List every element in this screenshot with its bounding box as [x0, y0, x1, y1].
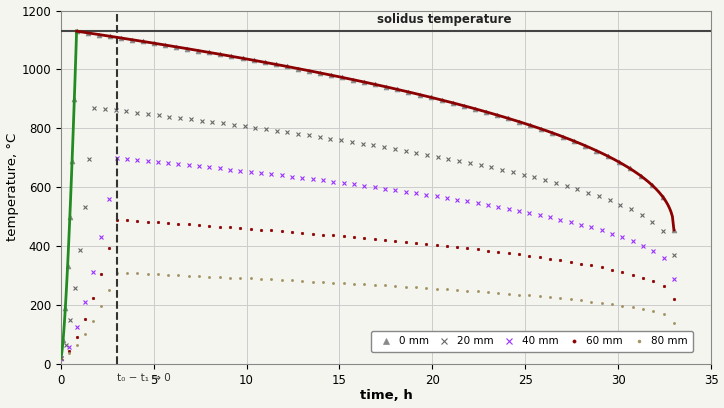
X-axis label: time, h: time, h [360, 390, 412, 402]
Text: t₀ − t₁ ⇒ 0: t₀ − t₁ ⇒ 0 [117, 373, 171, 383]
Text: solidus temperature: solidus temperature [376, 13, 511, 26]
Y-axis label: temperature, °C: temperature, °C [6, 133, 19, 242]
Legend: 0 mm, 20 mm, 40 mm, 60 mm, 80 mm: 0 mm, 20 mm, 40 mm, 60 mm, 80 mm [371, 331, 693, 352]
